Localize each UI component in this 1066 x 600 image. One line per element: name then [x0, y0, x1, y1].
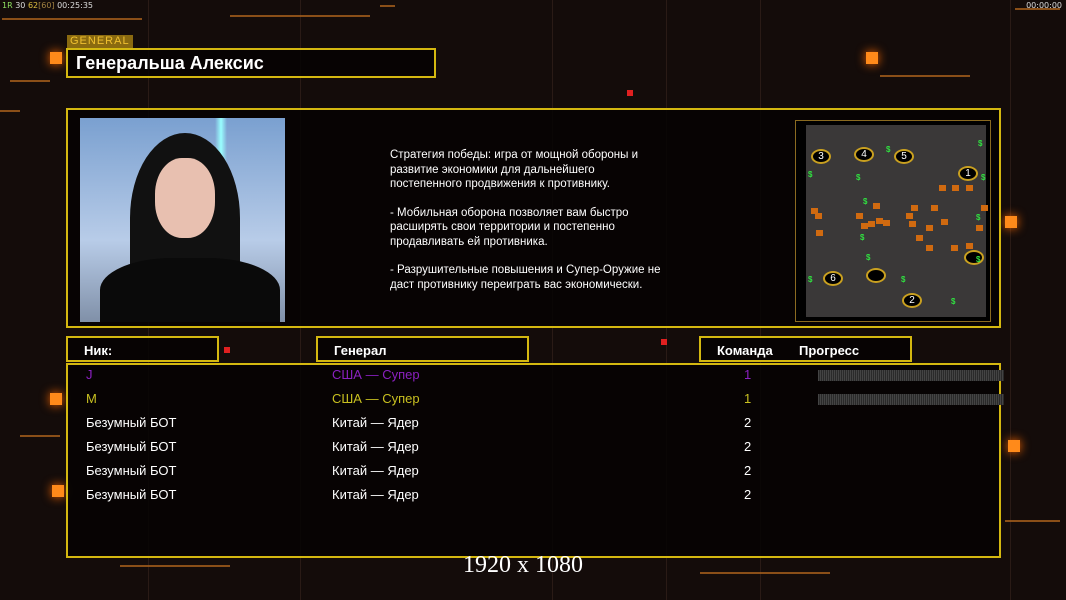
oil-derrick-icon	[911, 205, 918, 211]
oil-derrick-icon	[926, 225, 933, 231]
cash-icon: $	[978, 139, 983, 148]
oil-derrick-icon	[876, 218, 883, 224]
general-portrait	[80, 118, 285, 322]
cash-icon: $	[860, 233, 865, 242]
oil-derrick-icon	[939, 185, 946, 191]
oil-derrick-icon	[861, 223, 868, 229]
oil-derrick-icon	[868, 221, 875, 227]
oil-derrick-icon	[811, 208, 818, 214]
resolution-label: 1920 x 1080	[463, 552, 583, 578]
column-header-progress: Прогресс	[799, 343, 860, 358]
cash-icon: $	[866, 253, 871, 262]
oil-derrick-icon	[951, 245, 958, 251]
player-team: 1	[744, 367, 752, 382]
player-nick: Безумный БОТ	[86, 463, 177, 478]
oil-derrick-icon	[952, 185, 959, 191]
oil-derrick-icon	[981, 205, 988, 211]
player-nick: Безумный БОТ	[86, 439, 177, 454]
general-tag: GENERAL	[67, 35, 133, 48]
cash-icon: $	[808, 170, 813, 179]
oil-derrick-icon	[931, 205, 938, 211]
oil-derrick-icon	[873, 203, 880, 209]
player-team: 2	[744, 439, 752, 454]
player-row: Безумный БОТ Китай — Ядер 2	[86, 487, 986, 507]
oil-derrick-icon	[941, 219, 948, 225]
start-position-6: 6	[823, 271, 843, 286]
cash-icon: $	[886, 145, 891, 154]
player-team: 2	[744, 463, 752, 478]
empty-start-position	[964, 250, 984, 265]
cash-icon: $	[976, 255, 981, 264]
player-row: Безумный БОТ Китай — Ядер 2	[86, 439, 986, 459]
player-general: Китай — Ядер	[332, 487, 419, 502]
oil-derrick-icon	[906, 213, 913, 219]
start-position-4: 4	[854, 147, 874, 162]
oil-derrick-icon	[815, 213, 822, 219]
oil-derrick-icon	[916, 235, 923, 241]
strategy-description: Стратегия победы: игра от мощной обороны…	[390, 148, 710, 306]
player-row: Безумный БОТ Китай — Ядер 2	[86, 415, 986, 435]
progress-bar	[818, 370, 1004, 381]
start-position-2: 2	[902, 293, 922, 308]
column-header-nick: Ник:	[66, 336, 219, 362]
player-general: Китай — Ядер	[332, 463, 419, 478]
player-general: Китай — Ядер	[332, 439, 419, 454]
column-header-team: Команда	[717, 343, 773, 358]
column-header-team-progress: Команда Прогресс	[699, 336, 912, 362]
player-nick: Безумный БОТ	[86, 487, 177, 502]
oil-derrick-icon	[856, 213, 863, 219]
fps-counter: 1R 30 62[60] 00:25:35	[2, 1, 94, 10]
player-team: 2	[744, 415, 752, 430]
cash-icon: $	[981, 173, 986, 182]
player-general: США — Супер	[332, 391, 420, 406]
cash-icon: $	[808, 275, 813, 284]
player-row: J США — Супер 1	[86, 367, 1004, 387]
clock: 00:00:00	[1026, 1, 1062, 10]
oil-derrick-icon	[966, 243, 973, 249]
oil-derrick-icon	[816, 230, 823, 236]
description-paragraph: - Разрушительные повышения и Супер-Оружи…	[390, 264, 661, 291]
oil-derrick-icon	[909, 221, 916, 227]
player-team: 2	[744, 487, 752, 502]
cash-icon: $	[901, 275, 906, 284]
description-paragraph: Стратегия победы: игра от мощной обороны…	[390, 149, 639, 190]
player-row: Безумный БОТ Китай — Ядер 2	[86, 463, 986, 483]
player-nick: J	[86, 367, 93, 382]
general-info-panel: Стратегия победы: игра от мощной обороны…	[66, 108, 1001, 328]
map-preview: 1 2 3 4 5 6 $ $ $ $ $ $ $ $ $ $ $ $ $	[795, 120, 991, 322]
oil-derrick-icon	[976, 225, 983, 231]
oil-derrick-icon	[926, 245, 933, 251]
player-nick: M	[86, 391, 97, 406]
general-name: Генеральша Алексис	[66, 48, 436, 78]
progress-bar	[818, 394, 1004, 405]
start-position-3: 3	[811, 149, 831, 164]
start-position-5: 5	[894, 149, 914, 164]
player-team: 1	[744, 391, 752, 406]
cash-icon: $	[856, 173, 861, 182]
player-general: США — Супер	[332, 367, 420, 382]
cash-icon: $	[976, 213, 981, 222]
empty-start-position	[866, 268, 886, 283]
player-nick: Безумный БОТ	[86, 415, 177, 430]
cash-icon: $	[951, 297, 956, 306]
oil-derrick-icon	[966, 185, 973, 191]
player-general: Китай — Ядер	[332, 415, 419, 430]
oil-derrick-icon	[883, 220, 890, 226]
description-paragraph: - Мобильная оборона позволяет вам быстро…	[390, 206, 629, 248]
cash-icon: $	[863, 197, 868, 206]
start-position-1: 1	[958, 166, 978, 181]
player-row: M США — Супер 1	[86, 391, 1004, 411]
column-header-general: Генерал	[316, 336, 529, 362]
